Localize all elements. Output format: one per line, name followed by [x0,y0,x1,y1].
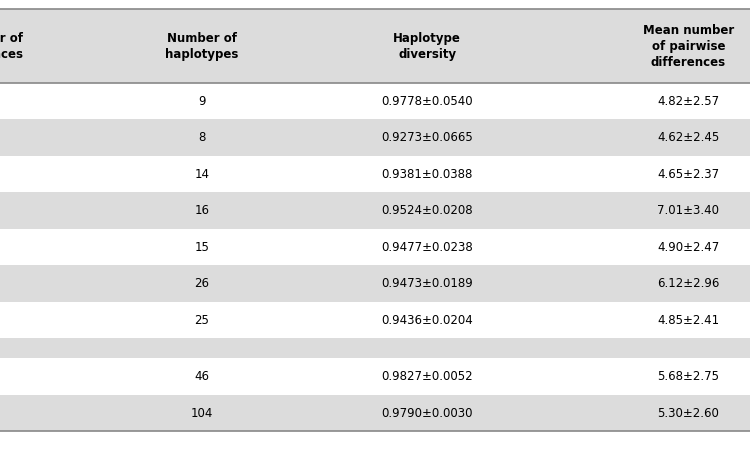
Text: 26: 26 [194,277,209,290]
Bar [0,229,750,265]
Text: 46: 46 [194,370,209,383]
Text: 4.65±2.37: 4.65±2.37 [657,168,719,181]
Text: 7.01±3.40: 7.01±3.40 [657,204,719,217]
Bar [0,302,750,338]
Bar [0,395,750,431]
Text: 104: 104 [190,407,213,419]
Text: Haplotype
diversity: Haplotype diversity [393,32,461,61]
Text: 6.12±2.96: 6.12±2.96 [657,277,719,290]
Text: 0.9477±0.0238: 0.9477±0.0238 [381,241,473,254]
Text: 4.85±2.41: 4.85±2.41 [657,314,719,327]
Text: 9: 9 [198,95,206,108]
Bar [0,119,750,156]
Text: 0.9778±0.0540: 0.9778±0.0540 [382,95,473,108]
Bar [0,83,750,119]
Text: 4.90±2.47: 4.90±2.47 [657,241,719,254]
Text: Mean number
of pairwise
differences: Mean number of pairwise differences [643,24,734,69]
Text: 0.9790±0.0030: 0.9790±0.0030 [382,407,473,419]
Text: 0.9381±0.0388: 0.9381±0.0388 [382,168,473,181]
Text: Number of
sequences: Number of sequences [0,32,23,61]
Text: Number of
haplotypes: Number of haplotypes [165,32,238,61]
Text: 5.68±2.75: 5.68±2.75 [657,370,719,383]
Text: 0.9827±0.0052: 0.9827±0.0052 [382,370,473,383]
Text: 0.9524±0.0208: 0.9524±0.0208 [382,204,473,217]
Text: 0.9273±0.0665: 0.9273±0.0665 [381,131,473,144]
Text: 0.9473±0.0189: 0.9473±0.0189 [381,277,473,290]
Bar [0,192,750,229]
Bar [0,358,750,395]
Text: 8: 8 [198,131,206,144]
Bar [0,265,750,302]
Text: 4.82±2.57: 4.82±2.57 [657,95,719,108]
Bar [0,156,750,192]
Text: 16: 16 [194,204,209,217]
Text: 5.30±2.60: 5.30±2.60 [657,407,719,419]
Bar [0,9,750,83]
Text: 0.9436±0.0204: 0.9436±0.0204 [381,314,473,327]
Text: 25: 25 [194,314,209,327]
Text: 15: 15 [194,241,209,254]
Text: 4.62±2.45: 4.62±2.45 [657,131,719,144]
Bar [0,338,750,358]
Text: 14: 14 [194,168,209,181]
